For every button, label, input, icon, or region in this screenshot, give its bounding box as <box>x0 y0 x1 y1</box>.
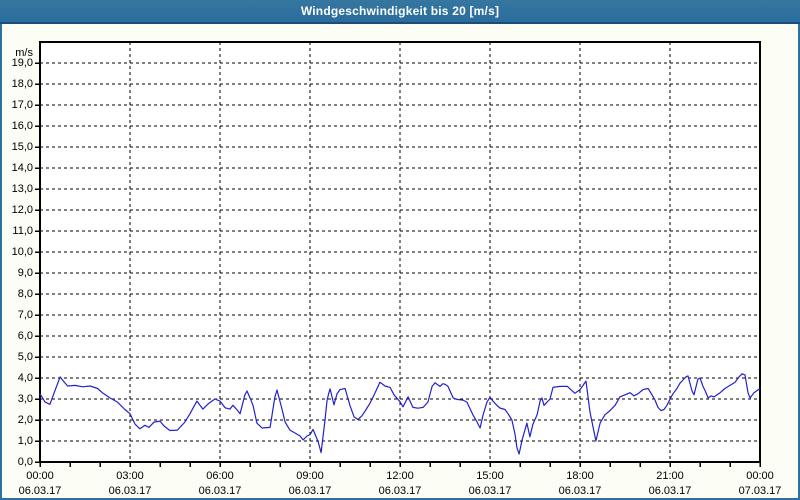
chart-title: Windgeschwindigkeit bis 20 [m/s] <box>300 4 500 18</box>
wind-speed-line <box>39 373 761 455</box>
chart-title-bar: Windgeschwindigkeit bis 20 [m/s] <box>0 0 800 24</box>
